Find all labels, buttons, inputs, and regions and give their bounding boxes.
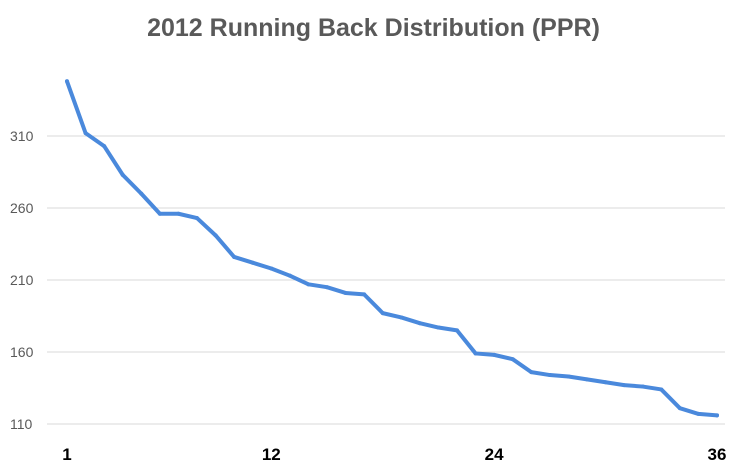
data-point: [399, 315, 404, 320]
data-point: [269, 266, 274, 271]
y-tick-label: 210: [10, 272, 34, 288]
data-point: [380, 311, 385, 316]
data-point: [696, 411, 701, 416]
data-point: [436, 325, 441, 330]
y-tick-label: 310: [10, 128, 34, 144]
data-point: [250, 260, 255, 265]
series-line: [65, 79, 719, 418]
data-point: [603, 380, 608, 385]
data-point: [529, 370, 534, 375]
y-tick-label: 160: [10, 344, 34, 360]
data-point: [213, 233, 218, 238]
x-tick-label: 24: [485, 445, 504, 464]
data-point: [232, 254, 237, 259]
data-point: [566, 374, 571, 379]
x-axis-ticks: 1 12 24 36: [62, 445, 726, 464]
data-point: [343, 290, 348, 295]
data-point: [492, 352, 497, 357]
x-tick-label: 12: [262, 445, 281, 464]
data-point: [287, 273, 292, 278]
data-point: [677, 406, 682, 411]
data-point: [715, 413, 719, 418]
data-point: [83, 131, 88, 136]
data-point: [510, 357, 515, 362]
data-point: [622, 383, 627, 388]
data-point: [65, 79, 69, 84]
y-axis-ticks: 110 160 210 260 310: [10, 128, 34, 432]
data-point: [195, 216, 199, 221]
data-point: [176, 211, 181, 216]
chart-title: 2012 Running Back Distribution (PPR): [147, 14, 600, 42]
gridlines: [47, 135, 725, 425]
data-point: [455, 328, 459, 333]
series-layer: [65, 79, 719, 418]
data-point: [640, 384, 645, 389]
y-tick-label: 260: [10, 200, 34, 216]
y-tick-label: 110: [10, 416, 33, 432]
data-point: [325, 285, 329, 290]
data-point: [157, 211, 162, 216]
data-point: [547, 373, 552, 378]
data-point: [306, 282, 311, 287]
x-tick-label: 36: [708, 445, 727, 464]
data-point: [120, 172, 125, 177]
data-point: [139, 191, 144, 196]
data-point: [362, 292, 367, 297]
data-point: [417, 321, 422, 326]
data-point: [585, 377, 589, 382]
data-point: [102, 144, 107, 149]
x-tick-label: 1: [62, 445, 71, 464]
data-point: [473, 351, 478, 356]
data-point: [659, 387, 664, 392]
